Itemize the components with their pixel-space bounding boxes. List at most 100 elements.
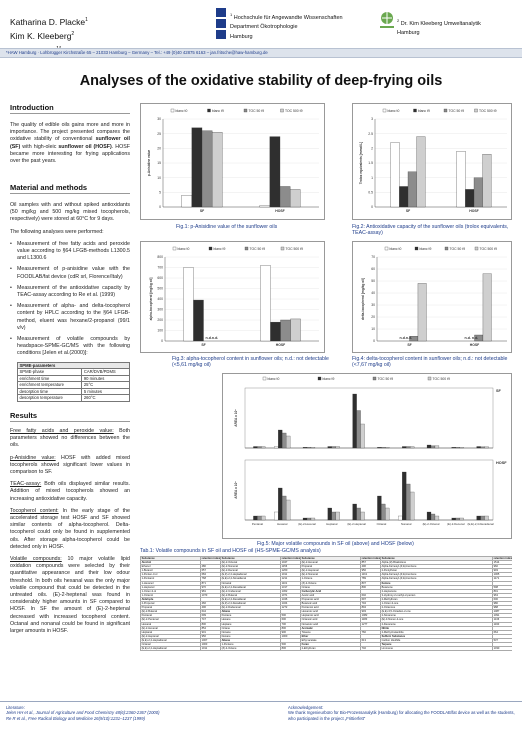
bar <box>398 515 403 521</box>
legend-swatch <box>474 246 479 251</box>
spme-cell: desorption temperature <box>16 394 83 402</box>
table-cell: (Z)-2-Octene <box>220 646 281 652</box>
bar <box>211 132 223 208</box>
bar <box>290 318 301 342</box>
result-paragraph: Free fatty acids and peroxide value: Bot… <box>10 428 130 449</box>
table-row: 1-Pentanol 768 (E,E)-2,4-Nonadienal 1211 1-O… <box>140 576 512 582</box>
fig4-chart-box: blanc t0 blanc t9 TOC 50 t9 TOC 500 t9 0 10 20… <box>352 241 512 353</box>
y-tick-label: 500 <box>157 287 163 291</box>
legend-swatch <box>243 108 248 113</box>
bar <box>302 517 308 521</box>
legend-swatch <box>443 108 448 113</box>
fig3-caption: Fig.3: alpha-tocopherol content in sunfl… <box>172 356 329 369</box>
table-header-cell: retention index <box>492 556 512 562</box>
bar <box>381 503 386 521</box>
bar <box>352 503 357 521</box>
y-tick-label: 50 <box>371 279 375 283</box>
author-2: Kim K. Kleeberg2 <box>10 31 75 42</box>
results-section: Results Free fatty acids and peroxide va… <box>10 411 130 640</box>
bar <box>430 445 436 449</box>
bar <box>356 507 361 521</box>
y-tick-label: 20 <box>371 315 375 319</box>
table-cell: 1030 <box>492 646 512 652</box>
bar <box>278 429 283 449</box>
legend-label: TOC 500 t9 <box>433 377 451 381</box>
bar <box>274 511 279 521</box>
y-tick-label: 10 <box>371 327 375 331</box>
y-tick-label: 1.5 <box>368 161 373 165</box>
legend-swatch <box>382 108 387 113</box>
table-cell: Limonene <box>380 646 493 652</box>
legend-swatch <box>427 376 432 381</box>
bar <box>191 127 203 208</box>
bar <box>451 517 456 521</box>
x-tick-label: Nonanal <box>401 522 412 526</box>
table-cell: 1011 <box>200 646 221 652</box>
legend-label: TOC 500 t9 <box>286 247 304 251</box>
result-paragraph: p-Anisidine value: HOSF with added mixed… <box>10 454 130 476</box>
methods-bullet: Measurement of p-anisidine value with th… <box>10 266 130 280</box>
fig3-chart-box: blanc t0 blanc t9 TOC 50 t9 TOC 500 t9 0 100 2… <box>140 241 325 353</box>
legend-label: TOC 50 t9 <box>250 247 266 251</box>
bar <box>360 423 365 449</box>
x-tick-label: SF <box>201 343 205 347</box>
bar <box>286 435 291 449</box>
bar <box>465 189 475 208</box>
x-tick-label: Pentanal <box>252 522 263 526</box>
bar <box>416 136 426 208</box>
bar <box>286 499 291 521</box>
panel-label: HOSF <box>496 461 507 465</box>
fig4-caption: Fig.4: delta-tocopherol content in sunfl… <box>352 356 508 369</box>
legend-swatch <box>172 246 177 251</box>
bar <box>259 205 271 208</box>
legend-label: blanc t0 <box>388 109 400 113</box>
bar <box>484 446 489 449</box>
literature-item: Re R et al., Free Radical Biology and Me… <box>6 715 145 721</box>
result-paragraph: Volatile compounds: 10 major volatile li… <box>10 556 130 635</box>
bar <box>482 273 492 342</box>
methods-bullet: Measurement of volatile compounds by hea… <box>10 336 130 358</box>
y-axis-label: Trolox equivalents [mmol/L] <box>359 142 363 184</box>
contact-text: *HAW Hamburg · Lohbrügger Kirchstraße 65… <box>6 50 268 55</box>
footer: Literature: Jelen HH et al., Journal of … <box>0 701 522 733</box>
bar <box>261 515 266 521</box>
bar <box>331 446 336 449</box>
bar <box>476 515 481 521</box>
y-tick-label: 0 <box>373 339 375 343</box>
bar <box>253 515 258 521</box>
legend-swatch <box>414 246 419 251</box>
y-tick-label: 30 <box>157 117 161 121</box>
bar <box>280 319 291 342</box>
chart-annotation: n.d.n.d. <box>206 336 219 340</box>
methods-bullet: Measurement of the antioxidative capacit… <box>10 285 130 299</box>
bar <box>385 507 390 521</box>
y-tick-label: 800 <box>157 255 163 259</box>
fig2-chart: blanc t0 blanc t9 TOC 50 t9 TOC 500 t9 0 0.5 1… <box>359 108 507 213</box>
fig5-chart-box: blanc t0 blanc t9 TOC 50 t9 TOC 500 t9 SF ARE… <box>222 373 512 539</box>
y-axis-label: AREA x 10⁶ <box>234 409 238 427</box>
introduction-section: Introduction The quality of edible oils … <box>10 103 130 165</box>
legend-swatch <box>474 108 478 113</box>
bar <box>261 446 266 449</box>
bar <box>406 483 411 521</box>
results-heading: Results <box>10 411 130 422</box>
methods-text-1: Oil samples with and without spiked anti… <box>10 202 130 223</box>
bar <box>181 195 193 208</box>
fig1-chart: blanc t0 blanc t9 TOC 50 t9 TOC 500 t9 0 5 10 1… <box>147 108 319 213</box>
bar <box>377 447 382 449</box>
ack-text: We thank Ingenieurbüro für Bio-Prozessan… <box>288 710 515 721</box>
y-tick-label: 100 <box>157 329 163 333</box>
legend-label: TOC 50 t9 <box>449 109 465 113</box>
table-row: (E,E)-2,4-Heptadienal 1011 (Z)-2-Octene 806… <box>140 646 512 652</box>
x-tick-label: HOSF <box>275 209 284 213</box>
bar <box>269 136 281 208</box>
bar <box>480 446 485 449</box>
x-tick-label: (E)-2-Decenal <box>447 522 465 526</box>
bar <box>426 444 432 449</box>
y-tick-label: 40 <box>371 291 375 295</box>
bar <box>426 511 432 521</box>
table-cell: 2-Ethylfuran <box>300 646 361 652</box>
x-tick-label: (E)-2-Heptenal <box>347 522 366 526</box>
legend-label: blanc t0 <box>178 247 190 251</box>
y-axis-label: AREA x 10⁶ <box>234 481 238 499</box>
